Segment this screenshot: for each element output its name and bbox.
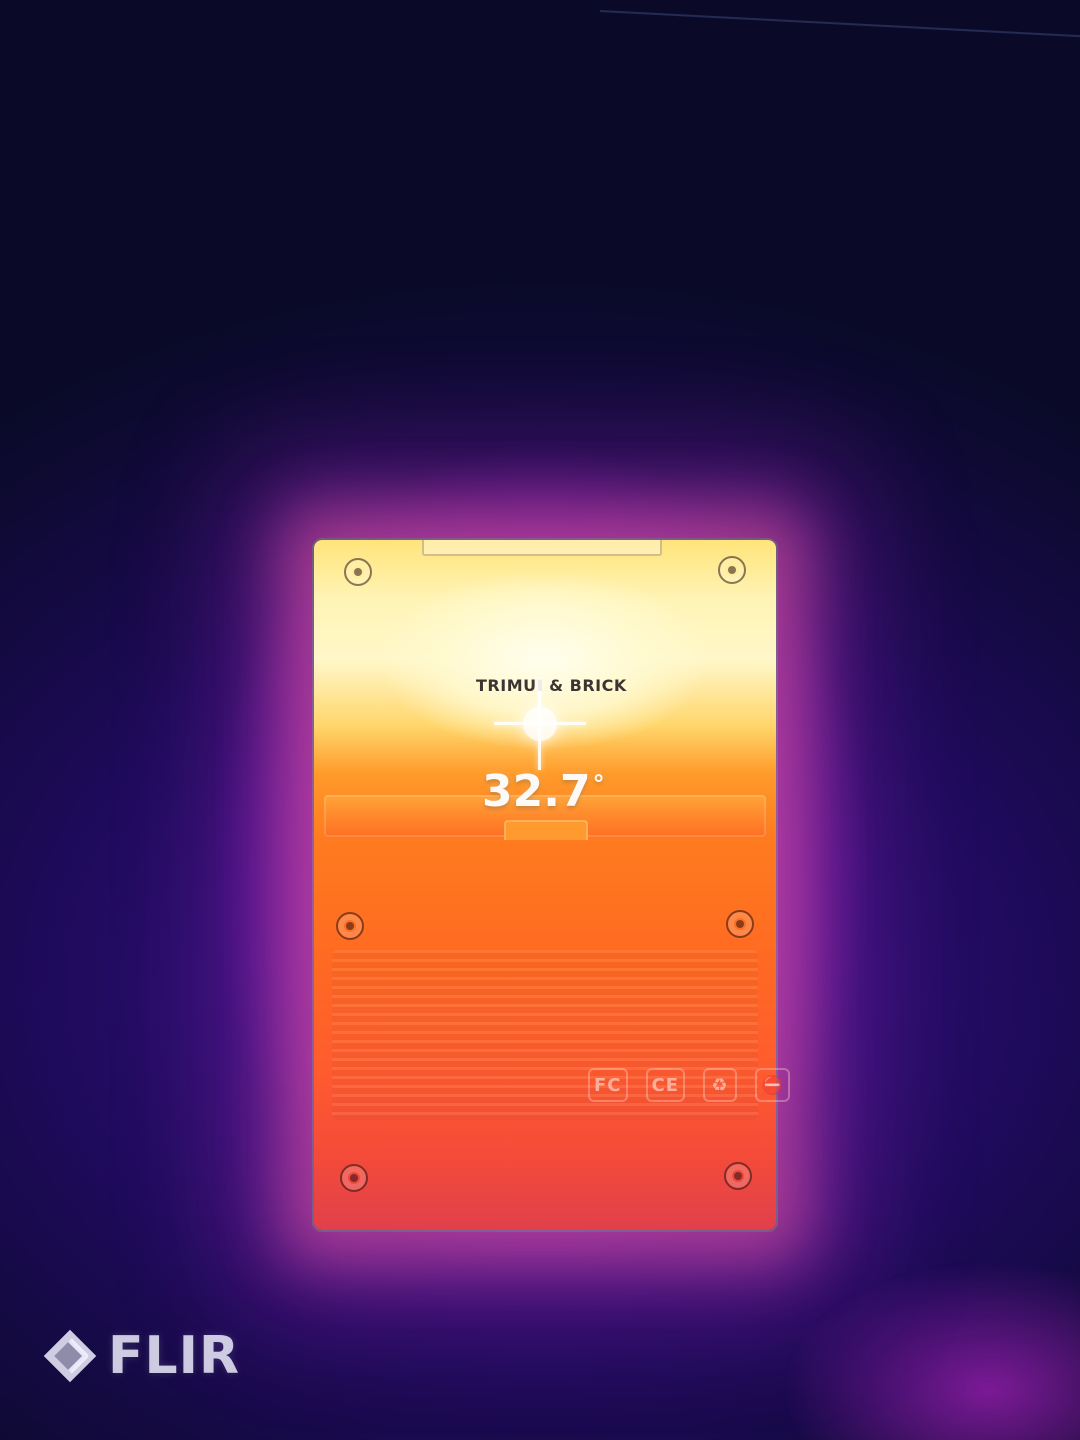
screw-icon <box>724 1162 752 1190</box>
flir-logo-icon <box>42 1328 98 1384</box>
measurement-crosshair-icon <box>494 678 586 770</box>
crosshair-center <box>523 707 557 741</box>
flir-logo-icon-svg <box>43 1329 97 1383</box>
ce-mark: CE <box>645 1068 686 1102</box>
device-brand-text: TRIMUI & BRICK <box>476 676 627 695</box>
screw-icon <box>718 556 746 584</box>
recycle-mark: ♻ <box>703 1068 738 1102</box>
device-top-slot <box>422 540 662 556</box>
background-streak <box>599 10 1080 40</box>
corner-thermal-glow <box>780 1260 1080 1440</box>
screw-icon <box>340 1164 368 1192</box>
temperature-value: 32.7 <box>482 766 591 817</box>
screw-icon <box>726 910 754 938</box>
handheld-device: TRIMUI & BRICK <box>312 538 778 1232</box>
screw-icon <box>344 558 372 586</box>
device-certification-marks: FC CE ♻ ⛔ <box>588 1068 791 1102</box>
waste-bin-mark: ⛔ <box>755 1068 791 1102</box>
device-vents <box>332 950 758 1120</box>
fcc-mark: FC <box>588 1068 628 1102</box>
flir-logo: FLIR <box>42 1328 240 1384</box>
device-bottom-half <box>314 840 776 1230</box>
screw-icon <box>336 912 364 940</box>
temperature-degree-symbol: ° <box>592 770 605 798</box>
flir-logo-text: FLIR <box>108 1326 241 1386</box>
device-top-half <box>314 540 776 840</box>
spot-temperature-readout: 32.7° <box>482 770 605 814</box>
